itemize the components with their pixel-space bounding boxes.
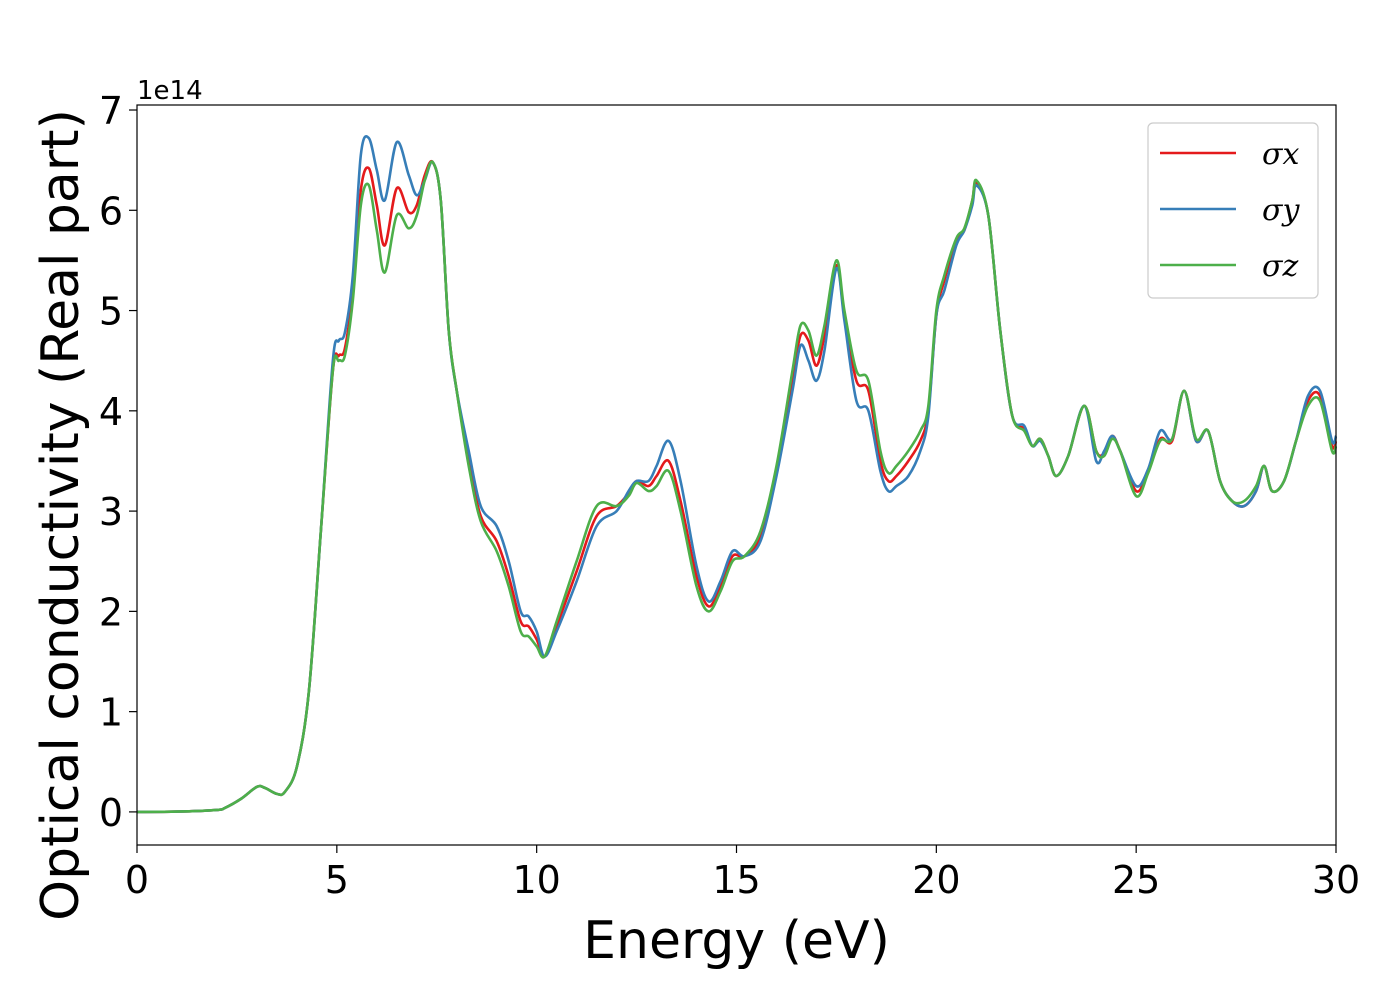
y-tick-label: 5 (99, 290, 123, 334)
x-tick-label: 25 (1112, 858, 1160, 902)
legend-label: σz (1262, 249, 1298, 284)
plot-area (136, 104, 1338, 846)
legend-label: σx (1262, 137, 1299, 172)
y-tick-label: 7 (99, 89, 123, 133)
y-tick-label: 2 (99, 590, 123, 634)
y-axis-label: Optical conductivity (Real part) (31, 109, 91, 921)
y-axis: 0 1 2 3 4 5 6 7 (99, 89, 137, 835)
legend-label: σy (1262, 193, 1300, 228)
y-tick-label: 6 (99, 189, 123, 233)
series-line-2 (136, 135, 1338, 814)
series-line-3 (136, 160, 1338, 814)
x-axis: 0 5 10 15 20 25 30 (125, 845, 1360, 902)
series-layer (136, 135, 1338, 814)
x-axis-label: Energy (eV) (583, 911, 890, 971)
y-tick-label: 0 (99, 791, 123, 835)
legend-box (1147, 122, 1319, 299)
x-tick-label: 5 (325, 858, 349, 902)
x-tick-label: 20 (912, 858, 960, 902)
legend: σx σy σz (1147, 122, 1319, 299)
y-tick-label: 3 (99, 490, 123, 534)
x-tick-label: 10 (512, 858, 560, 902)
y-tick-label: 4 (99, 390, 123, 434)
y-tick-label: 1 (99, 691, 123, 735)
x-tick-label: 0 (125, 858, 149, 902)
x-tick-label: 15 (712, 858, 760, 902)
y-axis-offset-label: 1e14 (137, 76, 203, 106)
x-tick-label: 30 (1312, 858, 1360, 902)
